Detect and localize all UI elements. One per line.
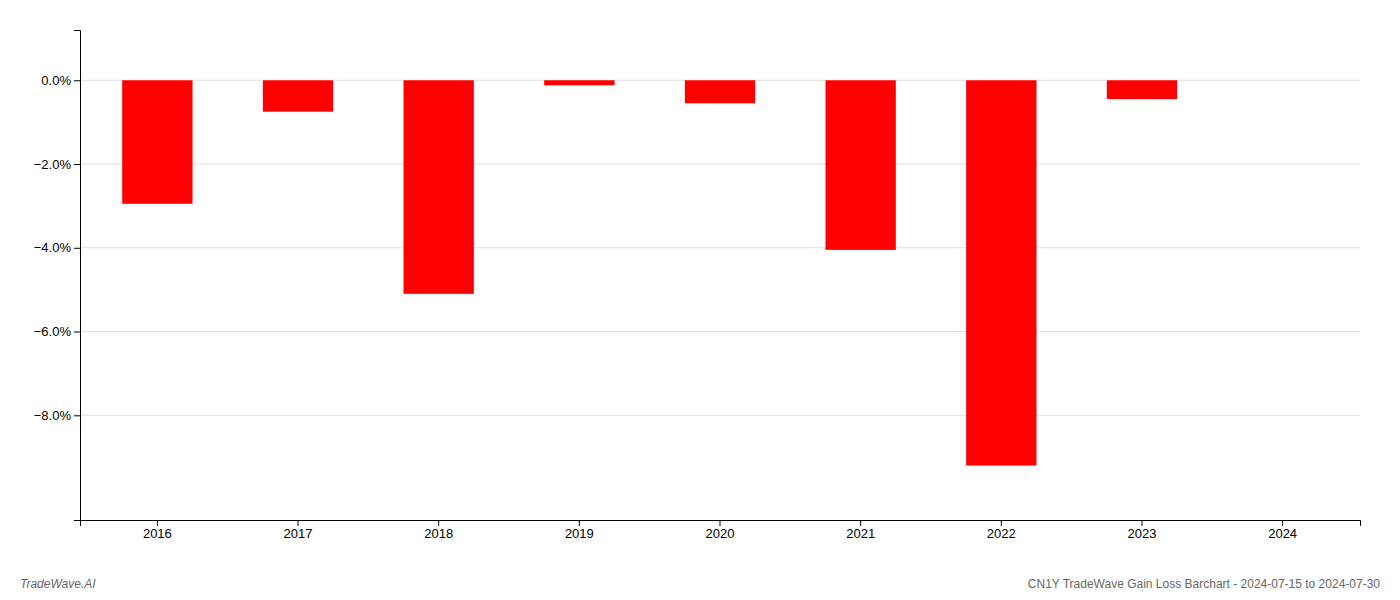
x-tick-mark (298, 520, 299, 526)
bar (1247, 80, 1317, 81)
y-tick-mark (74, 248, 80, 249)
bar (404, 80, 474, 294)
x-tick-label: 2019 (565, 526, 594, 541)
plot: 2016 2017 2018 2019 2020 2021 2022 2023 2024 0.0%… (34, 31, 1361, 542)
x-tick: 2016 (143, 520, 172, 541)
grid-line (80, 331, 1360, 332)
bar (825, 80, 895, 250)
x-tick: 2019 (565, 520, 594, 541)
grid-line (80, 247, 1360, 248)
bar (685, 80, 755, 103)
bar (966, 80, 1036, 465)
x-tick-label: 2023 (1128, 526, 1157, 541)
footer-left: TradeWave.AI (20, 577, 96, 591)
x-tick-label: 2021 (846, 526, 875, 541)
x-tick-mark (860, 520, 861, 526)
y-tick: −8.0% (34, 408, 80, 423)
y-axis-line (74, 31, 81, 521)
x-tick-mark (1141, 520, 1142, 526)
x-tick-mark (720, 520, 721, 526)
y-tick: 0.0% (41, 73, 80, 88)
chart: 2016 2017 2018 2019 2020 2021 2022 2023 2024 0.0%… (0, 0, 1400, 600)
x-tick-mark (579, 520, 580, 526)
y-axis: 0.0% −2.0% −4.0% −6.0% −8.0% (34, 31, 81, 521)
y-tick-mark (74, 332, 80, 333)
x-axis: 2016 2017 2018 2019 2020 2021 2022 2023 2024 (81, 520, 1361, 541)
grid-line (80, 164, 1360, 165)
x-tick-label: 2016 (143, 526, 172, 541)
x-tick: 2024 (1268, 520, 1297, 541)
x-tick: 2018 (424, 520, 453, 541)
y-tick: −6.0% (34, 324, 80, 339)
x-tick-label: 2024 (1268, 526, 1297, 541)
x-tick-label: 2020 (706, 526, 735, 541)
y-tick-label: −6.0% (34, 324, 72, 339)
bar (122, 80, 192, 204)
x-axis-line (81, 521, 1361, 527)
x-tick-mark (157, 520, 158, 526)
y-tick: −4.0% (34, 240, 80, 255)
x-tick-mark (1282, 520, 1283, 526)
y-tick-label: −2.0% (34, 157, 72, 172)
footer-right: CN1Y TradeWave Gain Loss Barchart - 2024… (1028, 577, 1381, 591)
x-tick-mark (1001, 520, 1002, 526)
x-tick-mark (438, 520, 439, 526)
x-tick-label: 2022 (987, 526, 1016, 541)
grid (80, 80, 1360, 415)
bar (263, 80, 333, 111)
x-tick-label: 2017 (284, 526, 313, 541)
x-tick: 2021 (846, 520, 875, 541)
x-tick-label: 2018 (424, 526, 453, 541)
x-tick: 2017 (284, 520, 313, 541)
y-tick-mark (74, 415, 80, 416)
grid-line (80, 415, 1360, 416)
bar (1107, 80, 1177, 99)
y-tick-label: −8.0% (34, 408, 72, 423)
x-tick: 2023 (1128, 520, 1157, 541)
bars (122, 80, 1177, 465)
y-tick-mark (74, 80, 80, 81)
x-tick: 2022 (987, 520, 1016, 541)
y-tick-mark (74, 164, 80, 165)
y-tick-label: 0.0% (41, 73, 71, 88)
y-tick-label: −4.0% (34, 240, 72, 255)
y-tick: −2.0% (34, 157, 80, 172)
x-tick: 2020 (706, 520, 735, 541)
bar (544, 80, 614, 85)
